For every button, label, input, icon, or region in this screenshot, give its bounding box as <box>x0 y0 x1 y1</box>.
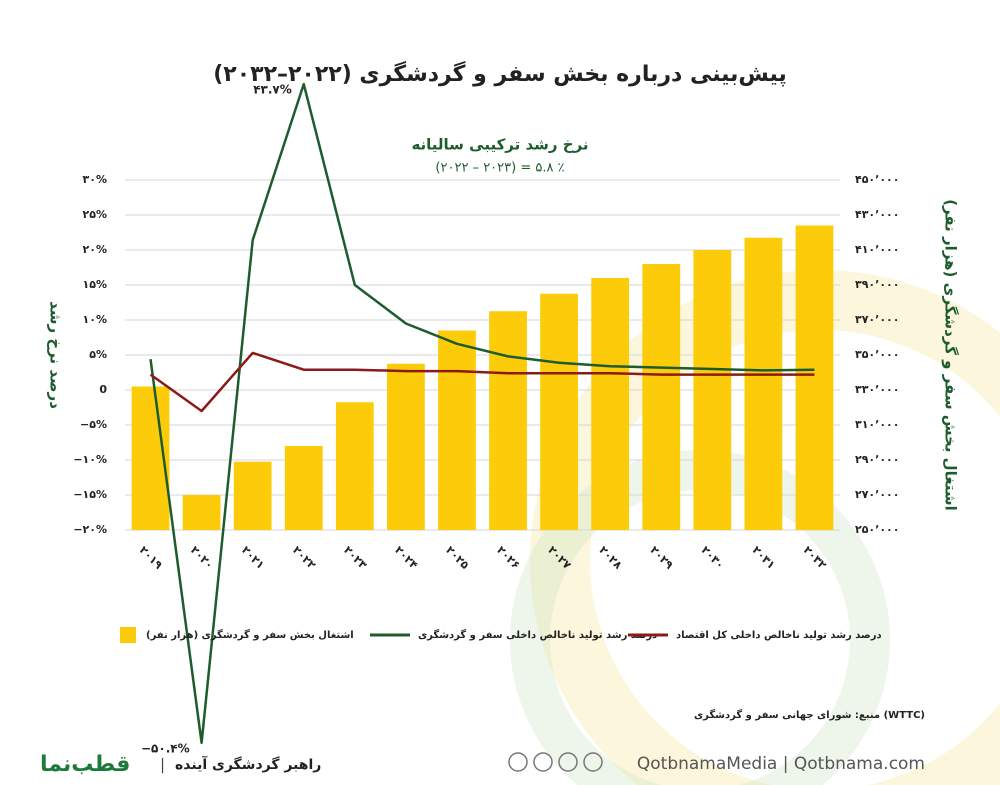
line <box>149 351 815 413</box>
annotation: (۲۰۲۲ – ۲۰۲۳) = ۵.۸ ٪ <box>435 161 564 176</box>
tick-label: ۴۳۰٬۰۰۰ <box>855 208 899 221</box>
x-tick-label: ۲۰۳۰ <box>699 544 727 572</box>
legend-label: درصد رشد تولید ناخالص داخلی کل اقتصاد <box>676 630 882 641</box>
x-tick-label: ۲۰۲۳ <box>341 544 369 572</box>
x-tick-label: ۲۰۲۲ <box>290 544 318 572</box>
bar <box>335 402 374 530</box>
bar <box>693 250 732 530</box>
tick-label: ۱۵% <box>83 278 107 291</box>
bar <box>182 495 221 530</box>
bar <box>795 225 834 530</box>
tick-label: ۱۰% <box>83 313 107 326</box>
bar <box>540 293 579 530</box>
links: QotbnamaMedia | Qotbnama.com <box>637 754 925 774</box>
tick-label: ۴۱۰٬۰۰۰ <box>855 243 899 256</box>
tick-label: ۳۰% <box>83 173 107 186</box>
tick-label: ۴۵۰٬۰۰۰ <box>855 173 899 186</box>
x-tick-label: ۲۰۲۵ <box>443 544 471 572</box>
tick-label: ۳۳۰٬۰۰۰ <box>855 383 899 396</box>
tick-label: −۱۵% <box>73 488 107 501</box>
icon <box>558 752 578 772</box>
tick-label: ۵% <box>89 348 107 361</box>
tick-label: ۲۷۰٬۰۰۰ <box>855 488 899 501</box>
annotation: نرخ رشد ترکیبی سالیانه <box>411 136 588 154</box>
x-tick-label: ۲۰۲۸ <box>596 544 624 572</box>
line <box>149 82 815 745</box>
tick-label: 0 <box>99 383 107 396</box>
logo: قطب‌نما <box>40 752 130 777</box>
tick-label: ۲۵۰٬۰۰۰ <box>855 523 899 536</box>
legend-label: درصد رشد تولید ناخالص داخلی سفر و گردشگر… <box>418 628 657 641</box>
bar <box>744 237 783 530</box>
icon <box>533 752 553 772</box>
bar <box>591 278 630 530</box>
separator: | <box>160 756 165 774</box>
y2-axis-title: اشتغال بخش سفر و گردشگری (هزار نفر) <box>942 199 960 511</box>
source-note: منبع: شورای جهانی سفر و گردشگری (WTTC) <box>694 708 925 721</box>
x-tick-label: ۲۰۲۶ <box>494 544 522 572</box>
bar <box>386 363 425 530</box>
x-tick-label: ۲۰۲۹ <box>648 544 676 572</box>
x-tick-label: ۲۰۲۱ <box>239 544 267 572</box>
bar <box>438 330 476 530</box>
tick-label: ۳۷۰٬۰۰۰ <box>855 313 899 326</box>
tagline: راهبر گردشگری آینده <box>175 755 321 773</box>
tick-label: −۱۰% <box>73 453 107 466</box>
icon <box>508 752 528 772</box>
tick-label: ۳۹۰٬۰۰۰ <box>855 278 899 291</box>
tick-label: −۲۰% <box>73 523 107 536</box>
tick-label: ۲۵% <box>83 208 107 221</box>
bar <box>284 446 323 530</box>
bar <box>489 311 527 530</box>
tick-label: −۵% <box>80 418 107 431</box>
bar <box>642 264 681 530</box>
data-label: −۵۰.۴% <box>141 741 190 755</box>
x-tick-label: ۲۰۲۴ <box>392 544 420 572</box>
x-tick-label: ۲۰۳۱ <box>750 544 778 572</box>
tick-label: ۲۰% <box>83 243 107 256</box>
bar <box>233 461 272 530</box>
x-tick-label: ۲۰۱۹ <box>137 544 165 572</box>
social-icons <box>508 752 603 772</box>
icon <box>583 752 603 772</box>
chart-title: پیش‌بینی درباره بخش سفر و گردشگری (۲۰۲۲–… <box>213 60 787 87</box>
x-tick-label: ۲۰۲۰ <box>188 544 216 572</box>
tick-label: ۳۵۰٬۰۰۰ <box>855 348 899 361</box>
legend-swatch <box>120 627 136 643</box>
legend-label: اشتغال بخش سفر و گردشگری (هزار نفر) <box>146 628 354 641</box>
y-axis-title: درصد نرخ رشد <box>47 301 65 409</box>
tick-label: ۳۱۰٬۰۰۰ <box>855 418 899 431</box>
data-label: ۴۳.۷% <box>253 83 292 97</box>
tick-label: ۲۹۰٬۰۰۰ <box>855 453 899 466</box>
